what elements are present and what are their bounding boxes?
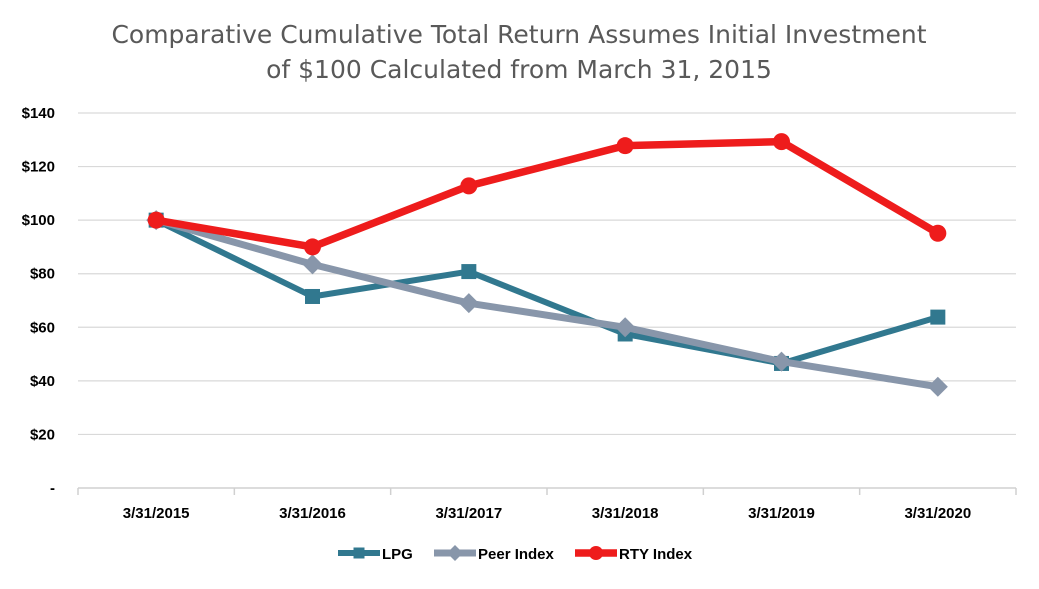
series-rty-index <box>147 133 947 256</box>
data-point <box>447 545 463 561</box>
x-tick-label: 3/31/2017 <box>435 505 502 522</box>
data-point <box>147 211 165 229</box>
x-tick-label: 3/31/2020 <box>904 505 971 522</box>
series-peer-index <box>146 210 948 397</box>
chart-title-line-2: of $100 Calculated from March 31, 2015 <box>266 55 772 84</box>
data-point <box>458 293 479 314</box>
series-line <box>152 216 942 391</box>
y-axis: - $20 $40 $60 $80 $100 $120 $140 <box>22 105 55 497</box>
data-point <box>927 376 948 397</box>
data-point <box>461 264 477 280</box>
data-point <box>304 238 321 256</box>
data-point <box>773 133 790 151</box>
y-tick-label: $100 <box>22 212 55 229</box>
y-tick-label: $40 <box>30 373 55 390</box>
series-line <box>152 137 942 251</box>
chart-title: Comparative Cumulative Total Return Assu… <box>111 20 926 84</box>
legend-label: LPG <box>382 546 413 563</box>
y-tick-label: $140 <box>22 105 55 122</box>
data-point <box>771 351 792 372</box>
y-tick-label: $80 <box>30 266 55 283</box>
chart-title-line-1: Comparative Cumulative Total Return Assu… <box>111 20 926 49</box>
x-tick-label: 3/31/2019 <box>748 505 815 522</box>
data-point <box>929 224 947 242</box>
data-point <box>353 547 365 559</box>
y-tick-label: - <box>50 480 55 497</box>
data-point <box>302 254 323 275</box>
series-lines <box>146 133 948 397</box>
legend-label: RTY Index <box>619 546 693 563</box>
x-tick-label: 3/31/2018 <box>592 505 659 522</box>
x-axis: 3/31/2015 3/31/2016 3/31/2017 3/31/2018 3/31… <box>77 487 1017 522</box>
y-tick-label: $20 <box>30 426 55 443</box>
legend-item: LPG <box>338 546 413 563</box>
legend-item: RTY Index <box>575 546 693 563</box>
gridlines <box>78 112 1016 436</box>
data-point <box>615 317 636 338</box>
data-point <box>460 177 478 195</box>
series-line <box>153 217 941 367</box>
legend-label: Peer Index <box>478 546 555 563</box>
legend-item: Peer Index <box>434 545 555 563</box>
legend: LPG Peer Index RTY Index <box>338 545 693 563</box>
x-tick-label: 3/31/2016 <box>279 505 346 522</box>
data-point <box>589 546 603 560</box>
y-tick-label: $120 <box>22 159 55 176</box>
y-tick-label: $60 <box>30 319 55 336</box>
x-tick-label: 3/31/2015 <box>123 505 190 522</box>
data-point <box>305 288 320 304</box>
data-point <box>930 309 946 325</box>
data-point <box>616 137 634 155</box>
